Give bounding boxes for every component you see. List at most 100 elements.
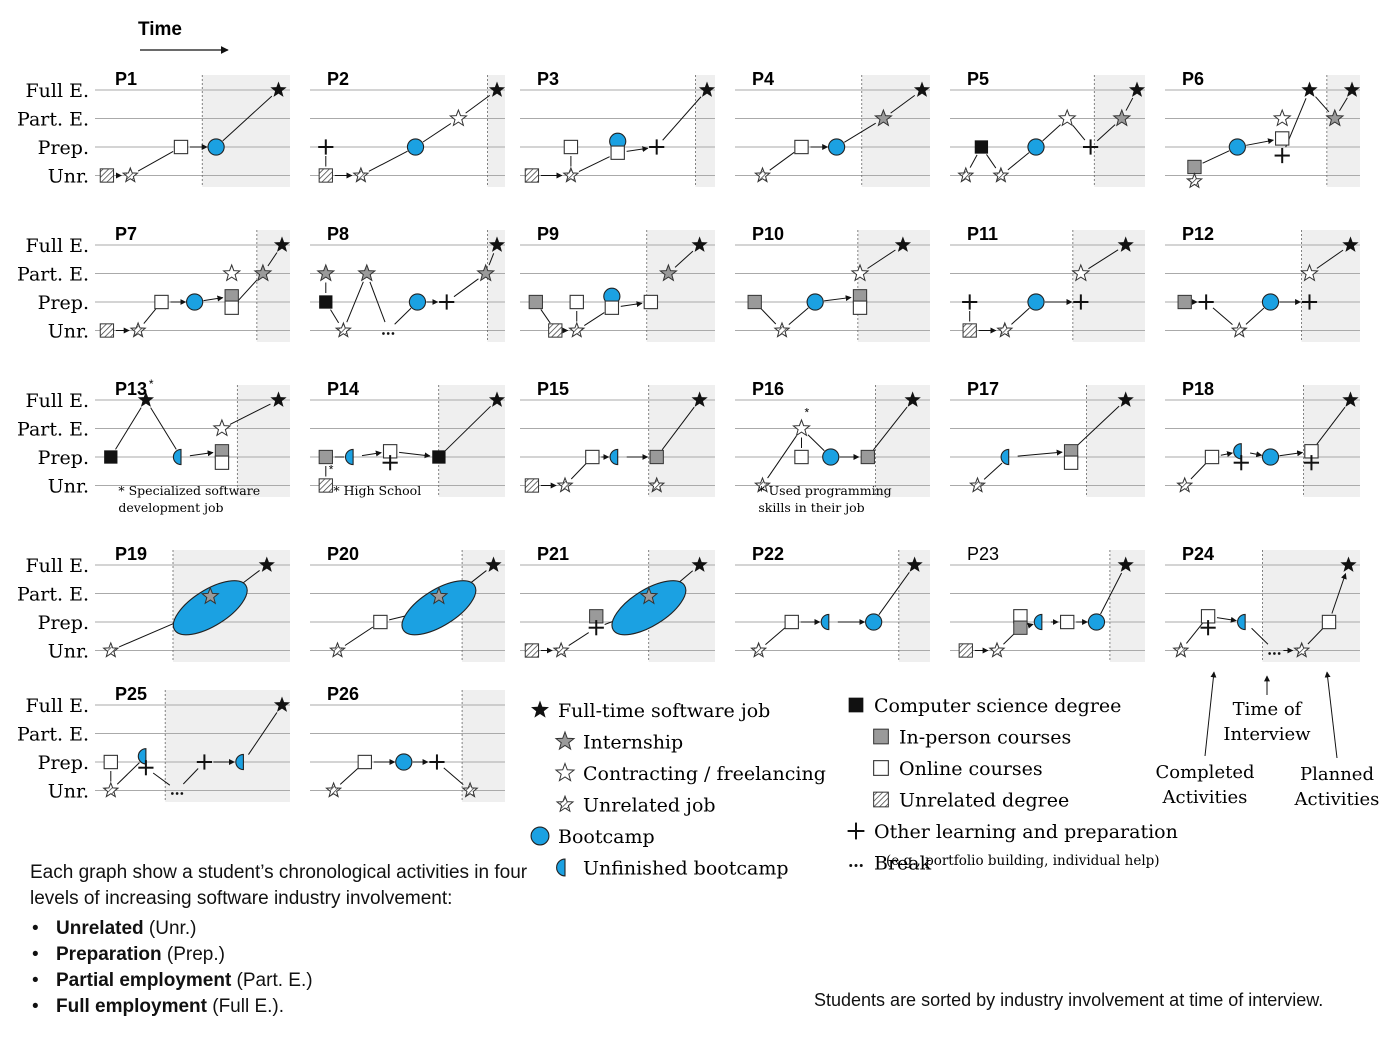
- footnote-text: development job: [118, 500, 223, 515]
- contract-star-icon: [1300, 263, 1319, 282]
- unrelated-degree-icon: [318, 168, 333, 183]
- online-course-icon: [794, 139, 809, 155]
- unfinished-bootcamp-icon: [820, 613, 830, 631]
- internship-star-icon: [554, 730, 576, 751]
- description-item: Partial employment (Part. E.): [32, 968, 530, 994]
- full-time-job-star-icon: [488, 391, 506, 407]
- panel-p19: Full E. Part. E. Prep. Unr. P19: [17, 544, 290, 663]
- activity-link: [1216, 616, 1237, 623]
- activity-link: [1100, 572, 1123, 615]
- internship-star-icon: [200, 586, 220, 605]
- online-course-icon: [643, 294, 659, 310]
- panel-p4: P4: [735, 69, 931, 187]
- unrelated-degree-icon: [318, 478, 333, 493]
- panel-title: P26: [327, 684, 359, 704]
- activity-link: [540, 309, 551, 324]
- panel-title: P18: [1182, 379, 1214, 399]
- future-shade: [165, 690, 290, 802]
- full-time-job-star-icon: [270, 81, 287, 97]
- activity-link: [1003, 633, 1015, 645]
- activity-link: [986, 154, 997, 169]
- panel-title: P2: [327, 69, 349, 89]
- activity-link: [1307, 628, 1324, 645]
- online-course-icon: [563, 139, 579, 155]
- in-person-course-icon: [1177, 294, 1192, 310]
- full-time-job-star-icon: [1342, 236, 1359, 252]
- future-shade: [487, 75, 505, 187]
- other-learning-plus-icon: [649, 139, 665, 155]
- internship-star-icon: [873, 108, 893, 127]
- panel-title: P1: [115, 69, 137, 89]
- description-intro: Each graph show a student’s chronologica…: [30, 862, 528, 909]
- activity-link: [1072, 125, 1086, 141]
- panel-p25: Full E. Part. E. Prep. Unr. P25: [17, 684, 291, 803]
- activity-link: [969, 154, 978, 168]
- bootcamp-circle-icon: [1261, 448, 1280, 466]
- online-course-icon: [569, 294, 584, 310]
- full-time-job-star-icon: [488, 236, 506, 252]
- description-list: Unrelated (Unr.) Preparation (Prep.) Par…: [30, 916, 530, 1020]
- future-shade: [462, 690, 505, 802]
- other-learning-plus-icon: [1083, 139, 1099, 155]
- panel-p3: P3: [520, 69, 716, 187]
- unfinished-bootcamp-icon: [609, 448, 619, 466]
- level-label: Full E.: [25, 80, 89, 102]
- panel-title: P8: [327, 224, 349, 244]
- bootcamp-circle-icon: [1027, 293, 1045, 311]
- full-time-job-star-icon: [1301, 81, 1318, 97]
- full-time-job-star-icon: [1128, 81, 1146, 97]
- panel-p2: P2: [310, 69, 506, 187]
- unrelated-job-star-icon: [957, 166, 975, 183]
- activity-link: [1077, 405, 1120, 446]
- unfinished-bootcamp-icon: [1237, 613, 1246, 631]
- unrelated-job-star-icon: [328, 641, 347, 658]
- panel-title: P13: [115, 379, 147, 399]
- other-learning-plus-icon: [1073, 294, 1089, 310]
- sorted-note: Students are sorted by industry involvem…: [814, 990, 1324, 1010]
- unrelated-job-star-icon: [102, 641, 120, 658]
- internship-star-icon: [357, 263, 377, 282]
- full-time-job-star-icon: [691, 391, 708, 407]
- internship-star-icon: [1325, 108, 1345, 127]
- unrelated-job-star-icon: [1230, 321, 1248, 338]
- unrelated-degree-icon: [873, 791, 889, 808]
- activity-link: [344, 626, 374, 646]
- internship-star-icon: [658, 263, 678, 282]
- activity-link: [578, 156, 610, 173]
- activity-link: [1190, 463, 1207, 480]
- activity-link: [867, 249, 896, 269]
- activity-link: [620, 301, 643, 308]
- activity-link: [143, 308, 157, 324]
- full-time-job-star-icon: [1117, 391, 1134, 407]
- internship-star-icon: [429, 586, 449, 605]
- time-label: Time: [138, 19, 182, 40]
- unrelated-job-star-icon: [1293, 641, 1311, 658]
- cs-degree-square-icon: [432, 450, 446, 464]
- full-time-job-star-icon: [691, 556, 708, 572]
- description-item: Unrelated (Unr.): [32, 916, 530, 942]
- activity-link: [229, 403, 271, 425]
- level-label: Unr.: [48, 781, 89, 803]
- cs-degree-square-icon: [848, 697, 864, 713]
- panel-title: P9: [537, 224, 559, 244]
- legend-label: Unfinished bootcamp: [583, 858, 789, 880]
- online-course-icon: [794, 449, 809, 465]
- other-learning-plus-icon: [318, 139, 334, 155]
- other-learning-plus-icon: [196, 754, 212, 770]
- legend-label: Other learning and preparation: [874, 821, 1178, 843]
- break-dots-icon: [171, 792, 184, 795]
- activity-link: [1212, 307, 1233, 326]
- panel-title: P3: [537, 69, 559, 89]
- activity-link: [222, 95, 273, 142]
- legend-label: Unrelated job: [583, 795, 716, 817]
- activity-link: [872, 406, 908, 451]
- online-course-icon: [1321, 614, 1337, 630]
- panel-title: P17: [967, 379, 999, 399]
- activity-link: [488, 253, 495, 266]
- bootcamp-circle-icon: [827, 138, 846, 156]
- full-time-job-star-icon: [906, 556, 923, 572]
- level-label: Unr.: [48, 321, 89, 343]
- planned-pointer: [1324, 671, 1338, 759]
- footnote-text: * Used programming: [758, 483, 891, 498]
